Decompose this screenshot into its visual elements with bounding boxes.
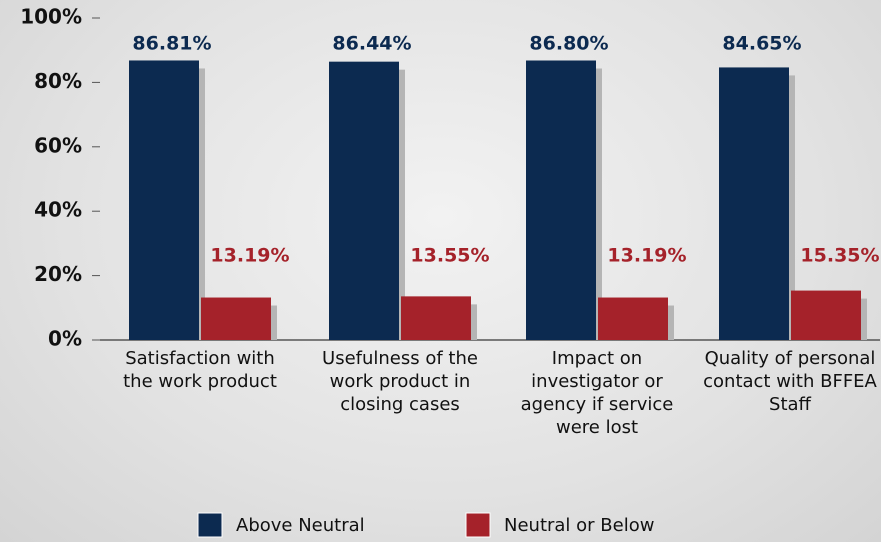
y-tick-label: 40% [34, 198, 82, 222]
bar [329, 61, 399, 340]
y-tick-label: 100% [20, 5, 82, 29]
y-tick-label: 0% [48, 327, 82, 351]
legend-label: Neutral or Below [504, 515, 654, 536]
bar [719, 67, 789, 340]
bar [401, 296, 471, 340]
legend-swatch [197, 512, 223, 538]
legend-label: Above Neutral [236, 515, 365, 536]
bar [526, 60, 596, 341]
value-label: 84.65% [722, 33, 801, 55]
y-tick-label: 80% [34, 69, 82, 93]
x-tick-label: Quality of personal contact with BFFEA S… [703, 348, 877, 415]
x-tick-label: Satisfaction with the work product [123, 348, 277, 392]
bar [201, 297, 271, 340]
bar [129, 60, 199, 340]
x-tick-label: Usefulness of the work product in closin… [322, 348, 478, 415]
bar [791, 290, 861, 340]
x-tick-label: Impact on investigator or agency if serv… [520, 348, 674, 438]
value-label: 13.19% [607, 245, 686, 267]
value-label: 13.55% [410, 245, 489, 267]
value-label: 15.35% [800, 245, 879, 267]
bar [598, 297, 668, 340]
value-label: 86.81% [132, 33, 211, 55]
y-tick-label: 60% [34, 133, 82, 157]
y-tick-label: 20% [34, 262, 82, 286]
value-label: 86.80% [529, 33, 608, 55]
value-label: 13.19% [210, 245, 289, 267]
legend-swatch [465, 512, 491, 538]
value-label: 86.44% [332, 33, 411, 55]
